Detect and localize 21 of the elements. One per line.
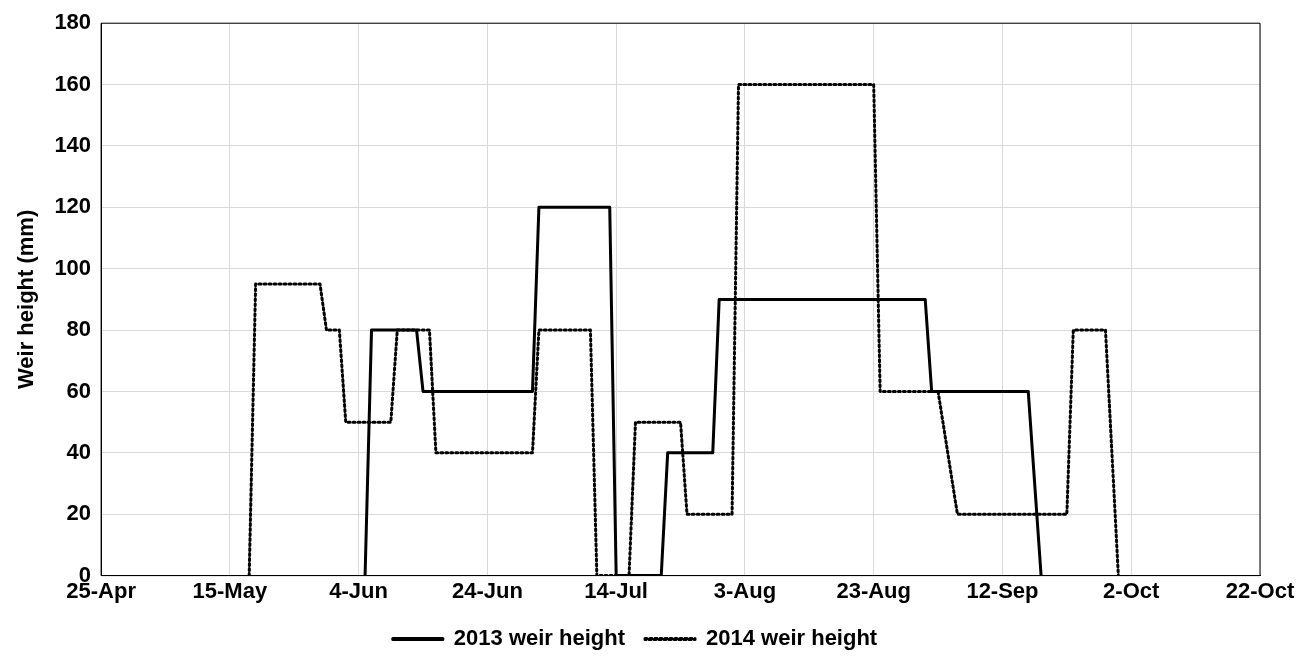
x-tick-label: 2-Oct (1103, 577, 1161, 603)
legend-label: 2014 weir height (706, 625, 878, 651)
y-tick-label: 100 (54, 254, 92, 280)
y-tick-label: 160 (54, 70, 92, 96)
x-tick-label: 15-May (192, 577, 268, 603)
y-tick-label: 40 (66, 438, 92, 464)
x-tick-label: 4-Jun (329, 577, 388, 603)
x-tick-label: 24-Jun (451, 577, 523, 603)
y-tick-label: 60 (66, 377, 92, 403)
x-tick-label: 22-Oct (1225, 577, 1295, 603)
y-tick-label: 140 (54, 132, 92, 158)
legend-label: 2013 weir height (453, 625, 626, 651)
y-tick-label: 180 (54, 9, 92, 35)
x-tick-label: 14-Jul (584, 577, 648, 603)
x-tick-label: 23-Aug (836, 577, 911, 603)
y-tick-label: 20 (66, 500, 92, 526)
y-tick-label: 80 (66, 316, 92, 342)
y-tick-label: 120 (54, 193, 92, 219)
x-tick-label: 3-Aug (713, 577, 777, 603)
y-axis-title: Weir height (mm) (13, 209, 39, 390)
x-tick-label: 12-Sep (966, 577, 1039, 603)
